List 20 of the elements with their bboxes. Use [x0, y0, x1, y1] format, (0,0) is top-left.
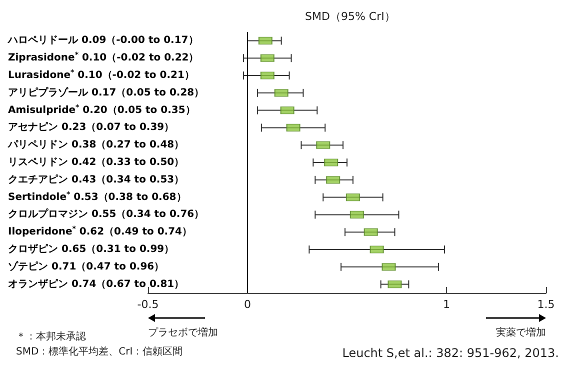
x-tick-label: 1	[443, 298, 450, 311]
y-tick-label: アセナピン 0.23（0.07 to 0.39）	[8, 121, 174, 134]
text: 実薬で増加	[496, 326, 546, 338]
text: Leucht S,et al.: 382: 951-962, 2013.	[342, 346, 560, 360]
y-tick-label: アリピプラゾール 0.17（0.05 to 0.28）	[8, 86, 204, 98]
x-tick-label: 1.5	[537, 298, 555, 311]
y-tick-label: ゾテピン 0.71（0.47 to 0.96）	[8, 260, 164, 272]
y-tick-label: クロルプロマジン 0.55（0.34 to 0.76）	[8, 208, 204, 220]
text: プラセボで増加	[148, 326, 218, 338]
x-tick-label: 0	[244, 298, 251, 311]
chart-title: SMD（95% CrI）	[305, 10, 396, 23]
x-tick-label: -0.5	[137, 298, 159, 311]
y-tick-label: クエチアピン 0.43（0.34 to 0.53）	[8, 173, 184, 186]
text: SMD：標準化平均差、CrI：信頼区間	[16, 346, 183, 358]
y-tick-label: リスペリドン 0.42（0.33 to 0.50）	[8, 157, 184, 168]
y-tick-label: パリペリドン 0.38（0.27 to 0.48）	[7, 140, 184, 151]
text: ＊：本邦未承認	[16, 330, 86, 342]
y-tick-label: クロザピン 0.65（0.31 to 0.99）	[8, 243, 174, 255]
y-tick-label: ハロペリドール 0.09（-0.00 to 0.17）	[7, 35, 198, 46]
y-tick-label: オランザピン 0.74（0.67 to 0.81）	[8, 278, 184, 290]
